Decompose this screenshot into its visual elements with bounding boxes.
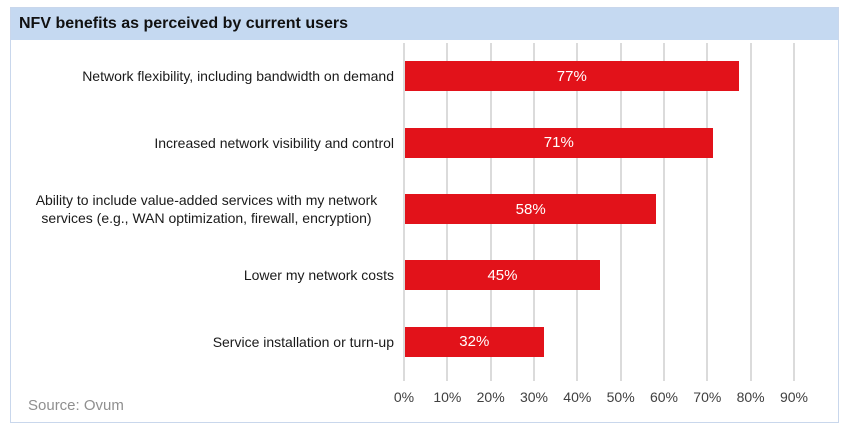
bar: 71% [405,127,713,158]
tick-mark [532,375,535,381]
x-axis-tick-label: 80% [736,389,765,405]
bar-rows: Network flexibility, including bandwidth… [11,43,838,375]
x-axis-tick-label: 70% [693,389,722,405]
source-note: Source: Ovum [28,397,124,414]
gridline [706,43,709,375]
category-label-text: Increased network visibility and control [154,134,394,151]
tick-mark [662,375,665,381]
tick-mark [706,375,709,381]
bar: 32% [405,326,544,357]
plot-area: Network flexibility, including bandwidth… [11,43,838,375]
category-label: Lower my network costs [11,266,404,284]
x-axis-tick-label: 90% [779,389,808,405]
chart-row: Lower my network costs 45% [11,242,838,308]
bar: 58% [405,194,657,225]
x-axis-tick-label: 10% [433,389,462,405]
tick-mark [749,375,752,381]
x-axis-tick-label: 50% [606,389,635,405]
chart-row: Service installation or turn-up 32% [11,309,838,375]
tick-mark [446,375,449,381]
bar-value-label: 45% [487,266,518,284]
bar-value-label: 77% [556,67,587,85]
bar-value-label: 71% [543,134,574,152]
x-axis-tick-label: 40% [563,389,592,405]
x-axis-tick-label: 0% [393,389,415,405]
tick-mark [576,375,579,381]
category-label-text: Service installation or turn-up [212,333,394,350]
bar-value-label: 58% [515,200,546,218]
x-axis-tick-label: 20% [476,389,505,405]
category-label-text: Network flexibility, including bandwidth… [82,68,394,85]
tick-mark [619,375,622,381]
gridline [749,43,752,375]
bar: 77% [405,61,739,92]
gridline [662,43,665,375]
chart-figure: NFV benefits as perceived by current use… [10,7,839,423]
chart-row: Network flexibility, including bandwidth… [11,43,838,109]
x-axis-tick-label: 60% [649,389,678,405]
bar-value-label: 32% [459,333,490,351]
chart-row: Increased network visibility and control… [11,109,838,175]
tick-mark [792,375,795,381]
category-label: Ability to include value-added services … [11,191,404,227]
category-label: Network flexibility, including bandwidth… [11,67,404,85]
chart-row: Ability to include value-added services … [11,176,838,242]
x-axis-tick-label: 30% [519,389,548,405]
tick-mark [489,375,492,381]
category-label: Service installation or turn-up [11,333,404,351]
chart-title-bar: NFV benefits as perceived by current use… [11,8,838,40]
gridline [403,43,405,375]
category-label: Increased network visibility and control [11,134,404,152]
category-label-text: Lower my network costs [243,267,394,284]
chart-title: NFV benefits as perceived by current use… [19,15,349,32]
bar: 45% [405,260,600,291]
x-axis-labels: 0% 10% 20% 30% 40% 50% 60% 70% 80% 90% [11,386,838,408]
axis-ticks [11,375,838,381]
tick-mark [403,375,405,381]
category-label-text: Ability to include value-added services … [35,191,378,227]
gridline [792,43,795,375]
